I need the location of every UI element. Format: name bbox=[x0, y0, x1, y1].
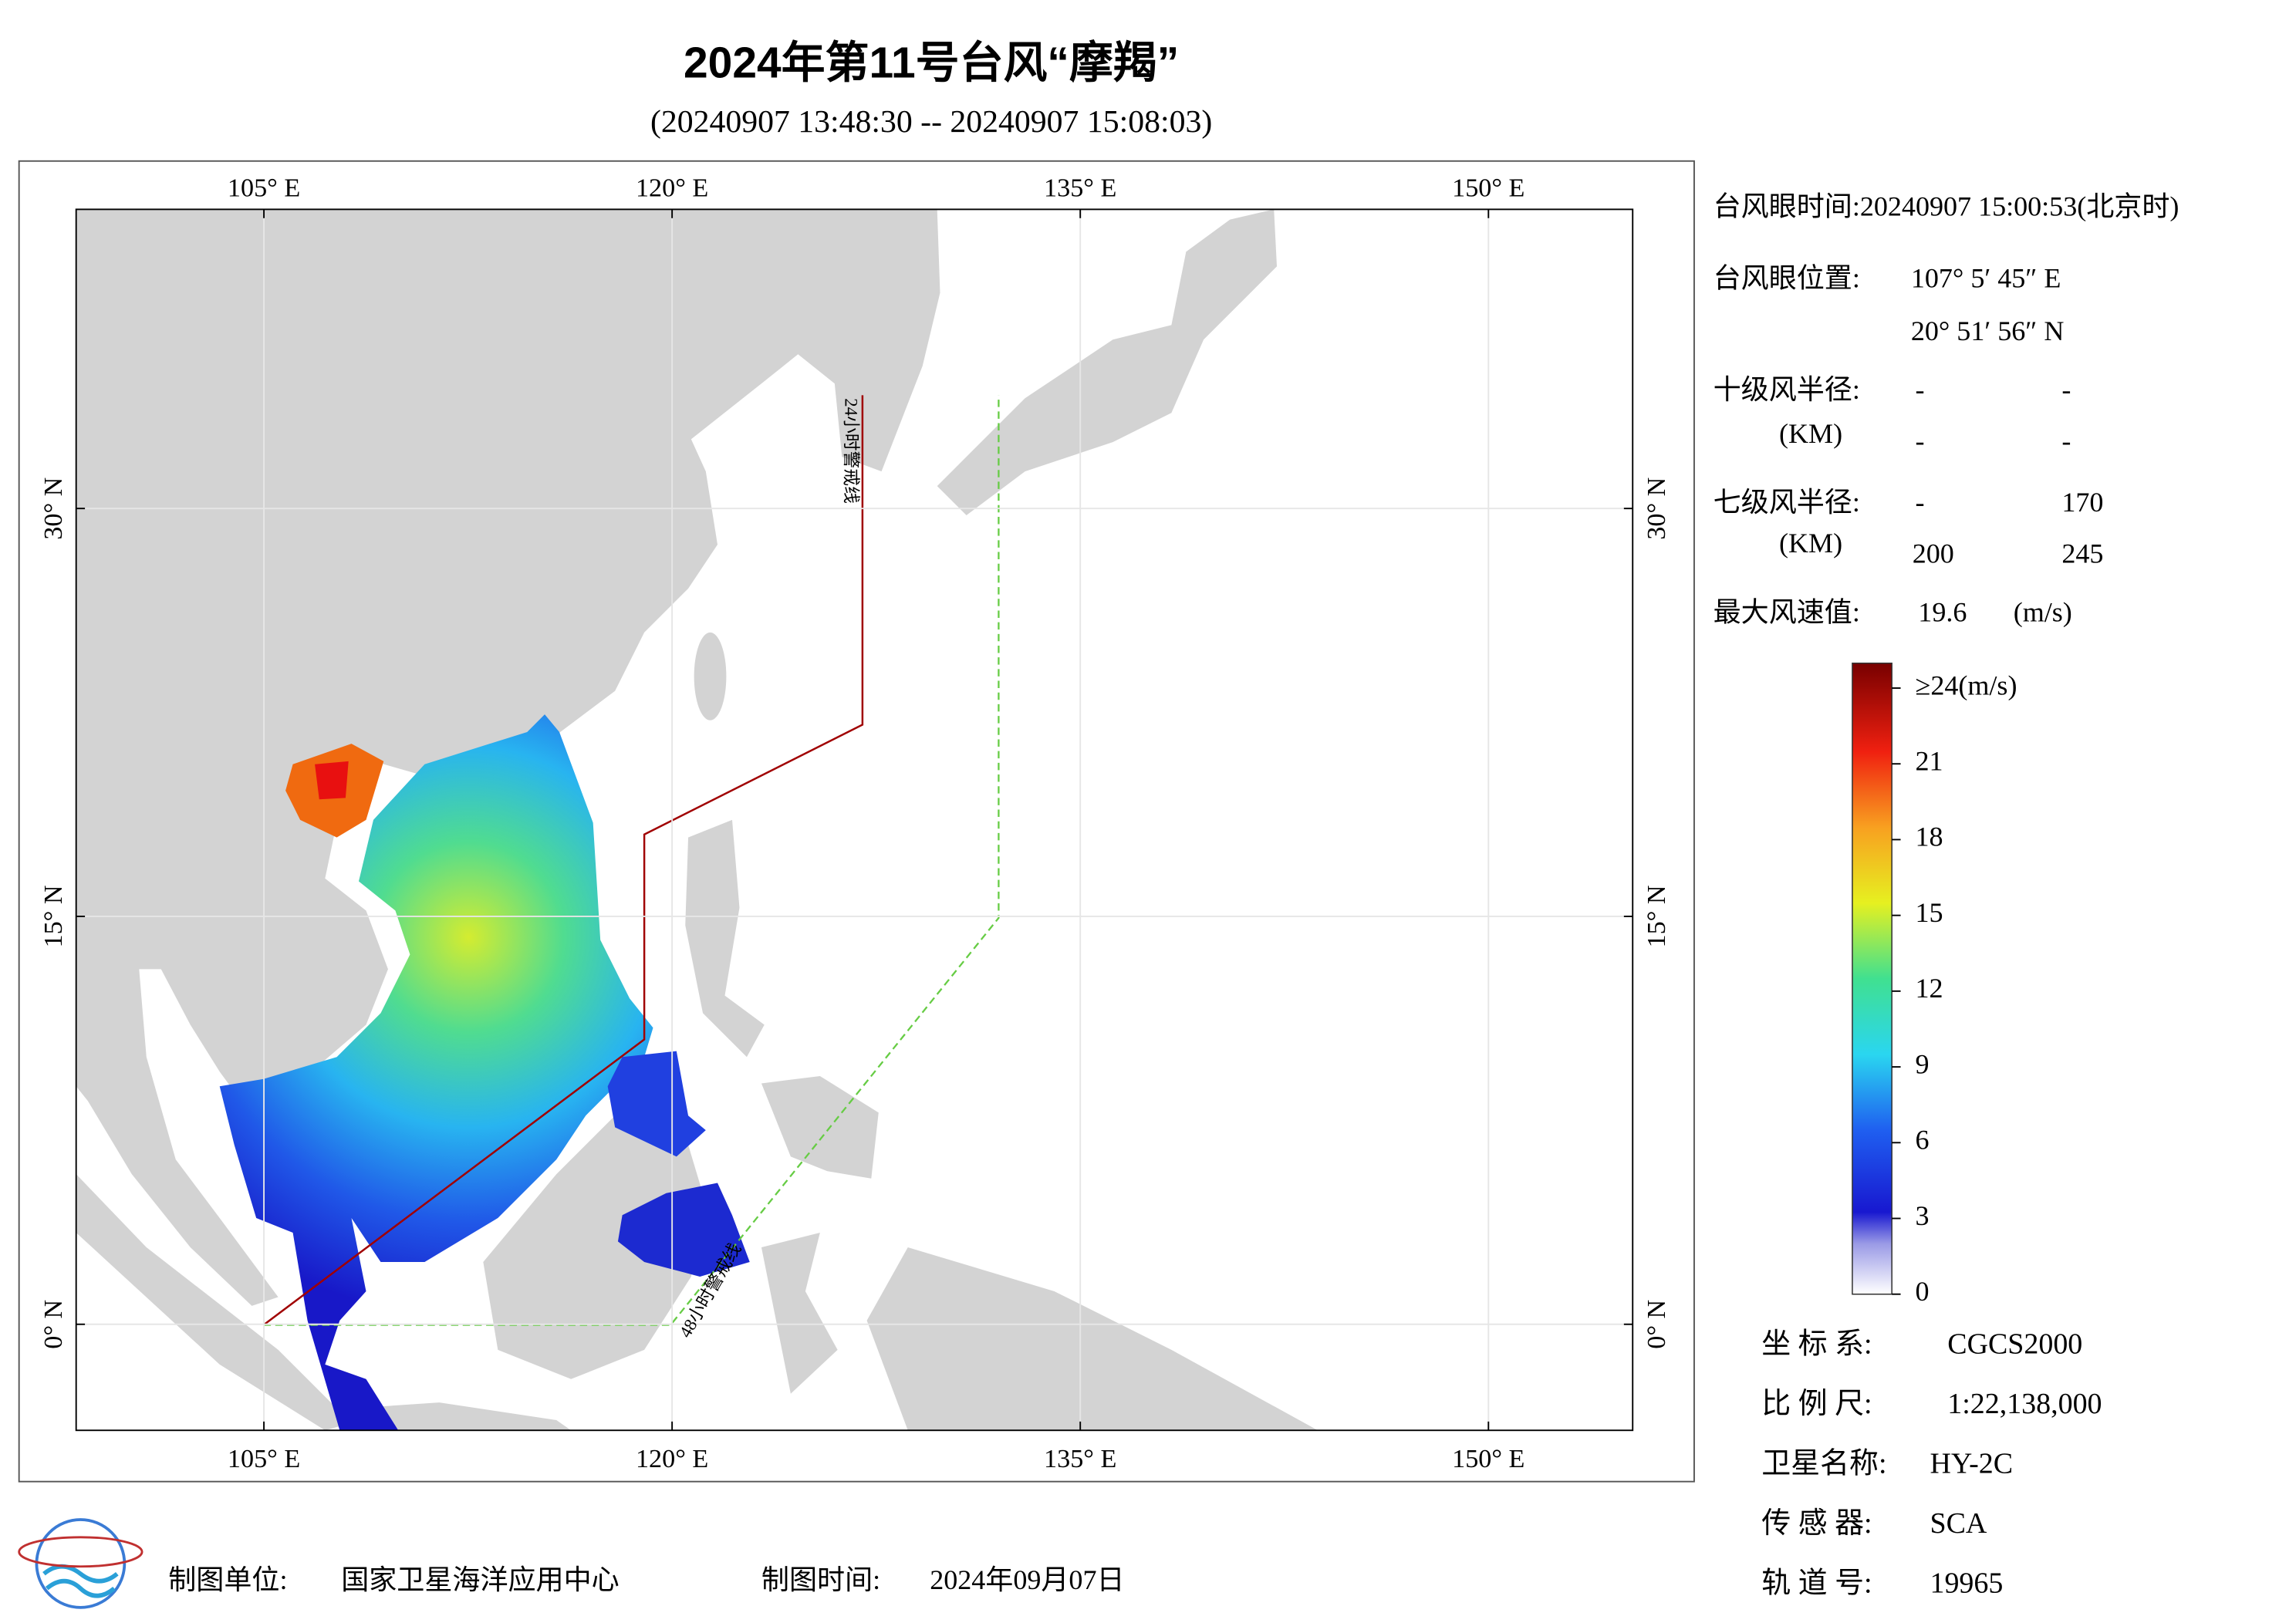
unit: (m/s) bbox=[2014, 596, 2072, 627]
lon-label: 135° E bbox=[1044, 1445, 1116, 1473]
land bbox=[76, 1174, 352, 1431]
colorbar-label: 12 bbox=[1916, 973, 1943, 1004]
label: 最大风速值: bbox=[1714, 596, 1860, 627]
meta-value: CGCS2000 bbox=[1947, 1328, 2082, 1361]
colorbar-label: 21 bbox=[1916, 746, 1943, 777]
lon-label: 105° E bbox=[228, 1445, 300, 1473]
land bbox=[351, 1402, 572, 1431]
meta-label: 传 感 器: bbox=[1761, 1507, 1872, 1540]
meta-label: 卫星名称: bbox=[1761, 1448, 1886, 1480]
colorbar-label: 3 bbox=[1916, 1200, 1930, 1231]
lat-label: 0° N bbox=[39, 1300, 68, 1349]
colorbar-label: 9 bbox=[1916, 1048, 1930, 1079]
lon-label: 105° E bbox=[228, 174, 300, 203]
lon-label: 135° E bbox=[1044, 174, 1116, 203]
footer-label: 制图单位: bbox=[168, 1564, 287, 1595]
colorbar-label: ≥24(m/s) bbox=[1916, 670, 2017, 700]
lat-label: 30° N bbox=[39, 477, 68, 540]
land bbox=[76, 209, 940, 1306]
lon-label: 150° E bbox=[1452, 174, 1524, 203]
unit: (KM) bbox=[1779, 418, 1842, 449]
eye-lon: 107° 5′ 45″ E bbox=[1911, 263, 2061, 294]
unit: (KM) bbox=[1779, 528, 1842, 558]
land bbox=[694, 632, 727, 720]
lat-label: 0° N bbox=[1643, 1300, 1671, 1349]
lon-label: 150° E bbox=[1452, 1445, 1524, 1473]
colorbar-label: 0 bbox=[1916, 1276, 1930, 1307]
land bbox=[483, 1115, 706, 1379]
meta-value: 19965 bbox=[1930, 1567, 2004, 1599]
meta-value: 1:22,138,000 bbox=[1947, 1388, 2102, 1420]
map-frame bbox=[75, 208, 1634, 1432]
meta-value: HY-2C bbox=[1930, 1448, 2014, 1480]
title: 2024年第11号台风“摩羯” bbox=[684, 38, 1179, 87]
lat-label: 15° N bbox=[1643, 885, 1671, 947]
wind-field bbox=[617, 1183, 750, 1277]
footer-label: 制图时间: bbox=[761, 1564, 880, 1595]
eye-time: 台风眼时间:20240907 15:00:53(北京时) bbox=[1714, 191, 2180, 222]
wind-field bbox=[607, 1051, 706, 1157]
colorbar-label: 15 bbox=[1916, 897, 1943, 928]
value: - bbox=[1916, 425, 1925, 456]
meta-label: 比 例 尺: bbox=[1761, 1388, 1872, 1420]
footer-value: 国家卫星海洋应用中心 bbox=[341, 1564, 619, 1595]
colorbar-label: 18 bbox=[1916, 822, 1943, 852]
eye-lat: 20° 51′ 56″ N bbox=[1911, 315, 2065, 346]
warning-line-24h bbox=[262, 395, 864, 1326]
line-label: 24小时警戒线 bbox=[842, 398, 861, 504]
land bbox=[761, 1075, 879, 1179]
wind-field bbox=[219, 714, 653, 1431]
value: - bbox=[2061, 425, 2071, 456]
value: - bbox=[1916, 487, 1925, 518]
subtitle: (20240907 13:48:30 -- 20240907 15:08:03) bbox=[650, 104, 1212, 140]
land bbox=[937, 209, 1278, 516]
lat-label: 15° N bbox=[39, 885, 68, 947]
label: 十级风半径: bbox=[1714, 374, 1860, 405]
wind-field bbox=[315, 761, 349, 800]
label: 七级风半径: bbox=[1714, 487, 1860, 518]
value: - bbox=[1916, 374, 1925, 405]
map bbox=[76, 209, 1633, 1431]
meta-value: SCA bbox=[1930, 1507, 1987, 1540]
footer-value: 2024年09月07日 bbox=[930, 1564, 1124, 1595]
value: 200 bbox=[1913, 538, 1954, 569]
value: - bbox=[2061, 374, 2071, 405]
meta-label: 坐 标 系: bbox=[1761, 1328, 1872, 1361]
colorbar-label: 6 bbox=[1916, 1125, 1930, 1156]
logo bbox=[18, 1518, 144, 1609]
meta-label: 轨 道 号: bbox=[1761, 1567, 1872, 1599]
value: 245 bbox=[2061, 538, 2103, 569]
metadata: 坐 标 系: CGCS2000 比 例 尺: 1:22,138,000 卫星名称: HY-… bbox=[1761, 1328, 2102, 1600]
label: 台风眼位置: bbox=[1714, 263, 1860, 294]
lon-label: 120° E bbox=[636, 1445, 708, 1473]
lon-label: 120° E bbox=[636, 174, 708, 203]
value: 19.6 bbox=[1918, 596, 1967, 627]
land bbox=[866, 1247, 1319, 1431]
colorbar-scale bbox=[1852, 662, 1893, 1295]
land bbox=[685, 819, 765, 1058]
lat-label: 30° N bbox=[1643, 477, 1671, 540]
land bbox=[761, 1233, 838, 1394]
map-box bbox=[18, 160, 1695, 1483]
colorbar: 0 3 6 9 12 15 18 21 ≥24(m/s) bbox=[1852, 662, 2017, 1307]
value: 170 bbox=[2061, 487, 2103, 518]
